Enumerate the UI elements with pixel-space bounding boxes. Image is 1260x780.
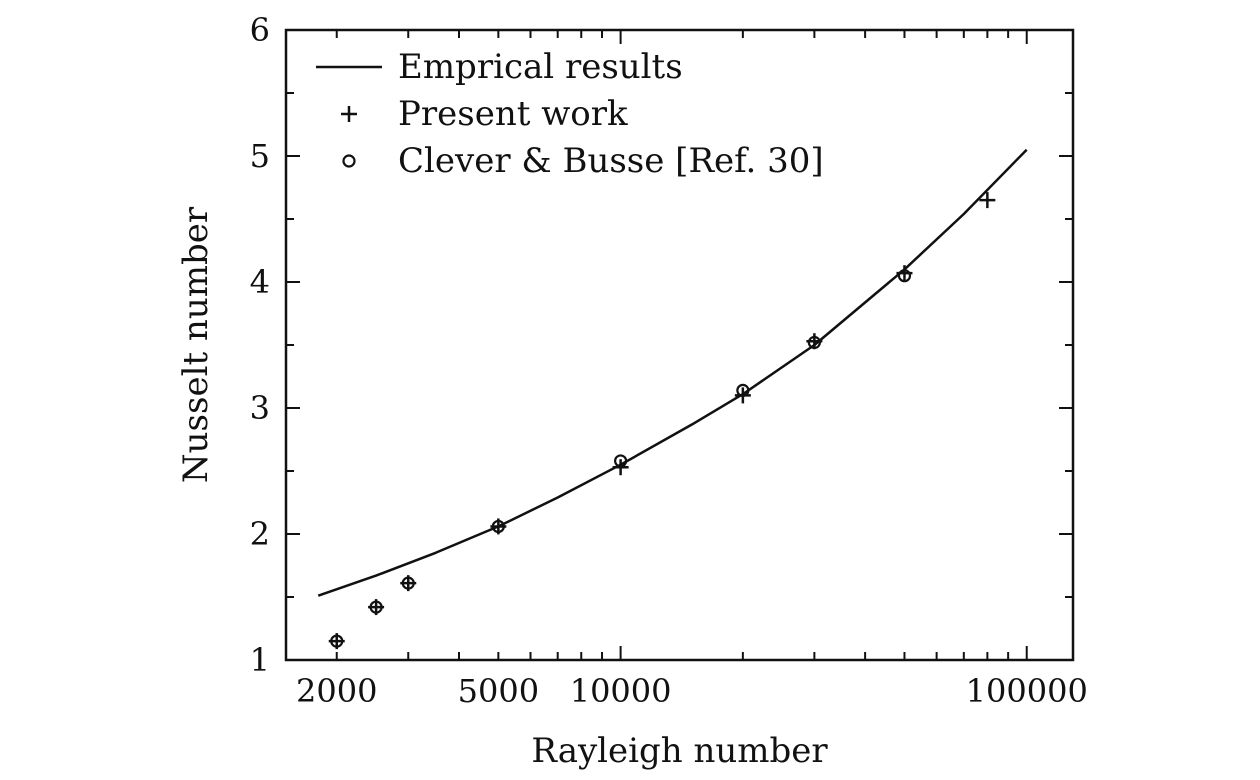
y-tick-label: 5 xyxy=(250,137,270,175)
axis-ticks xyxy=(286,29,1073,661)
axis-tick-labels: 2000 5000 10000 100000 1 2 3 4 5 6 xyxy=(250,11,1088,710)
y-tick-label: 2 xyxy=(250,515,270,553)
clever-busse-point xyxy=(491,519,505,534)
x-tick-label: 100000 xyxy=(966,672,1088,710)
clever-busse-point xyxy=(369,600,383,614)
x-tick-label: 10000 xyxy=(570,672,672,710)
legend: Emprical results Present work Clever & B… xyxy=(316,47,824,181)
legend-plus-marker xyxy=(341,106,357,122)
x-axis-label: Rayleigh number xyxy=(531,731,828,771)
y-tick-label: 1 xyxy=(250,641,270,679)
clever-busse-point xyxy=(614,454,628,468)
clever-busse-point xyxy=(807,335,821,350)
clever-busse-point xyxy=(736,383,750,397)
legend-label-clever-busse: Clever & Busse [Ref. 30] xyxy=(398,141,824,181)
x-tick-label: 5000 xyxy=(458,672,539,710)
x-tick-label: 2000 xyxy=(296,672,377,710)
legend-circle-marker xyxy=(342,154,356,168)
legend-label-present-work: Present work xyxy=(398,94,628,134)
series-layer xyxy=(317,148,1028,650)
clever-busse-point xyxy=(897,269,912,283)
clever-busse-point xyxy=(401,576,415,590)
y-tick-label: 6 xyxy=(250,11,270,49)
y-axis-label: Nusselt number xyxy=(176,206,216,483)
empirical-results-line xyxy=(317,148,1028,597)
present-work-point xyxy=(979,192,996,209)
clever-busse-point xyxy=(330,634,344,648)
y-tick-label: 3 xyxy=(250,389,270,427)
legend-label-empirical: Emprical results xyxy=(398,47,683,87)
y-tick-label: 4 xyxy=(250,263,270,301)
